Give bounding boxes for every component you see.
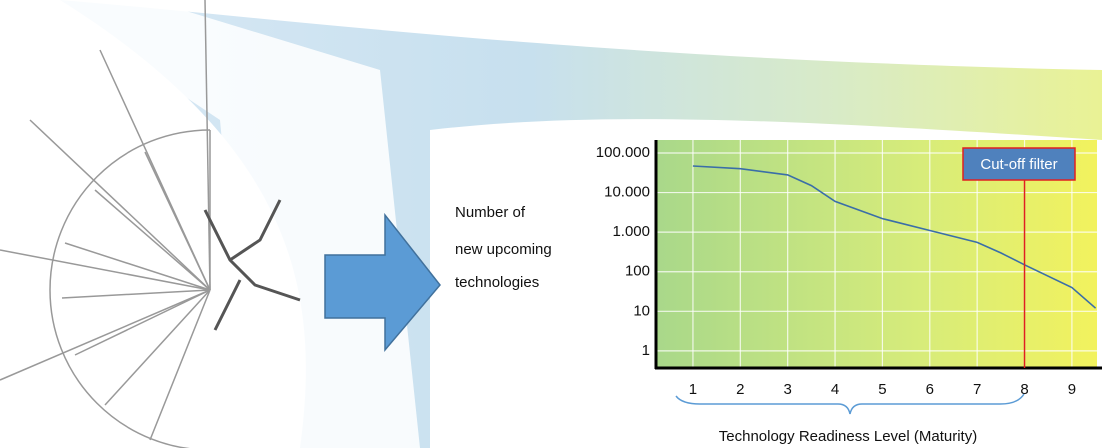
y-tick-label: 10 xyxy=(633,302,650,319)
cutoff-label: Cut-off filter xyxy=(980,156,1057,173)
x-tick-label: 9 xyxy=(1068,381,1076,398)
y-axis-label-line: new upcoming xyxy=(455,241,552,258)
x-tick-label: 4 xyxy=(831,381,839,398)
data-line xyxy=(692,165,1097,309)
sketch xyxy=(0,0,301,448)
x-tick-label: 3 xyxy=(784,381,792,398)
brace xyxy=(675,393,1025,415)
x-tick-label: 5 xyxy=(878,381,886,398)
y-tick-label: 1.000 xyxy=(612,223,650,240)
x-axis-label: Technology Readiness Level (Maturity) xyxy=(719,428,977,445)
y-tick-label: 10.000 xyxy=(604,184,650,201)
background-panel xyxy=(40,0,420,448)
cutoff-box xyxy=(962,147,1076,181)
y-axis-label: Number of new upcoming technologies xyxy=(455,204,552,291)
y-axis-label-line: technologies xyxy=(455,274,539,291)
x-tick-label: 2 xyxy=(736,381,744,398)
x-tick-label: 7 xyxy=(973,381,981,398)
x-tick-label: 6 xyxy=(926,381,934,398)
y-axis-label-line: Number of xyxy=(455,204,526,221)
y-tick-label: 1 xyxy=(642,342,650,359)
arrow xyxy=(324,212,441,353)
y-tick-label: 100.000 xyxy=(596,144,650,161)
y-tick-label: 100 xyxy=(625,263,650,280)
x-tick-label: 1 xyxy=(689,381,697,398)
x-tick-label: 8 xyxy=(1020,381,1028,398)
